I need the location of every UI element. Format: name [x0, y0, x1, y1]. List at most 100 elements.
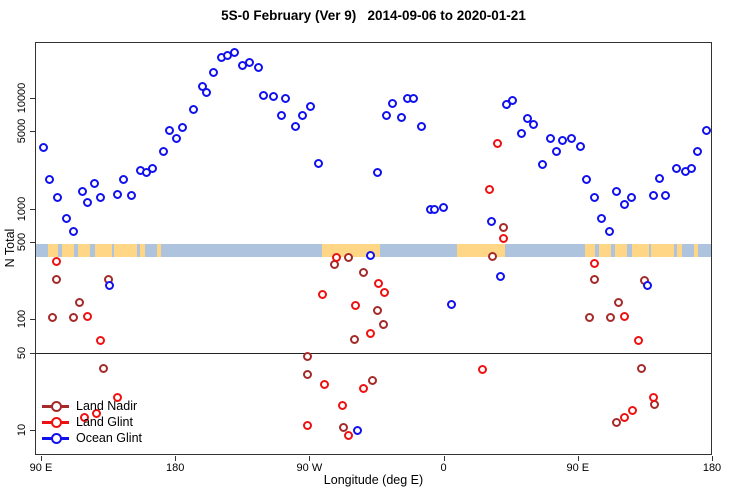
map-strip-land — [457, 244, 506, 257]
data-point-ocean-glint — [158, 146, 168, 156]
data-point-land-glint — [380, 288, 390, 298]
data-point-ocean-glint — [551, 147, 561, 157]
data-point-ocean-glint — [306, 102, 316, 112]
data-point-land-nadir — [498, 223, 508, 233]
data-point-ocean-glint — [417, 121, 427, 131]
x-tick — [309, 456, 311, 461]
data-point-land-nadir — [488, 251, 498, 261]
y-tick-label: 10 — [16, 423, 28, 437]
data-point-ocean-glint — [52, 193, 62, 203]
data-point-ocean-glint — [291, 121, 301, 131]
data-point-ocean-glint — [61, 213, 71, 223]
map-strip-land — [631, 244, 649, 257]
legend-dot — [51, 400, 62, 412]
x-axis-label: Longitude (deg E) — [323, 473, 424, 487]
data-point-land-glint — [374, 279, 384, 289]
data-point-ocean-glint — [298, 111, 308, 121]
data-point-ocean-glint — [545, 133, 555, 143]
data-point-ocean-glint — [439, 202, 449, 212]
data-point-ocean-glint — [45, 174, 55, 184]
y-tick-label: 50 — [16, 346, 28, 359]
data-point-ocean-glint — [281, 93, 291, 103]
y-tick-label: 5000 — [16, 118, 28, 144]
legend-item-land-nadir: Land Nadir — [42, 398, 142, 414]
data-point-ocean-glint — [39, 142, 49, 152]
map-strip-land — [94, 244, 112, 257]
data-point-land-nadir — [636, 363, 646, 373]
map-strip-land — [48, 244, 58, 257]
data-point-land-glint — [82, 312, 92, 322]
data-point-ocean-glint — [495, 271, 505, 281]
map-strip-land — [114, 244, 138, 257]
data-point-land-nadir — [613, 297, 623, 307]
data-point-ocean-glint — [612, 186, 622, 196]
map-strip-land — [614, 244, 627, 257]
x-tick — [712, 456, 713, 461]
y-tick-label: 100 — [16, 310, 28, 329]
data-point-ocean-glint — [254, 62, 264, 72]
data-point-land-nadir — [99, 363, 109, 373]
data-point-ocean-glint — [447, 300, 457, 310]
data-point-ocean-glint — [164, 125, 174, 135]
data-point-land-glint — [485, 184, 495, 194]
data-point-land-nadir — [612, 418, 622, 428]
map-strip-land — [650, 244, 674, 257]
x-tick-label: 90 E — [566, 462, 590, 474]
data-point-ocean-glint — [507, 96, 517, 106]
map-strip-land — [598, 244, 611, 257]
data-point-land-nadir — [48, 313, 58, 323]
y-tick-label: 500 — [16, 232, 28, 252]
data-point-land-nadir — [52, 274, 62, 284]
map-strip-land — [61, 244, 74, 257]
data-point-land-nadir — [344, 252, 354, 262]
data-point-ocean-glint — [597, 213, 607, 223]
data-point-ocean-glint — [642, 281, 652, 291]
data-point-land-glint — [628, 406, 638, 415]
data-point-land-glint — [80, 412, 90, 422]
data-point-ocean-glint — [567, 133, 577, 143]
data-point-land-nadir — [350, 334, 360, 344]
data-point-ocean-glint — [557, 136, 567, 146]
chart-title: 5S-0 February (Ver 9) 2014-09-06 to 2020… — [221, 8, 526, 23]
data-point-ocean-glint — [655, 173, 665, 183]
data-point-ocean-glint — [693, 146, 703, 156]
data-point-land-glint — [303, 420, 313, 430]
data-point-land-glint — [477, 365, 487, 375]
y-tick — [30, 352, 35, 354]
data-point-land-glint — [619, 412, 629, 422]
data-point-ocean-glint — [575, 141, 585, 151]
data-point-land-glint — [620, 311, 630, 321]
data-point-land-glint — [358, 384, 368, 394]
map-strip-land — [693, 244, 698, 257]
x-tick — [443, 456, 445, 461]
data-point-land-nadir — [373, 305, 383, 315]
data-point-ocean-glint — [209, 68, 219, 78]
data-point-ocean-glint — [582, 174, 592, 184]
data-point-ocean-glint — [486, 217, 496, 227]
data-point-land-nadir — [303, 369, 313, 379]
y-tick-label: 10000 — [16, 82, 28, 114]
legend-dot — [51, 416, 62, 428]
data-point-land-glint — [351, 301, 361, 311]
legend-item-ocean-glint: Ocean Glint — [42, 430, 142, 446]
data-point-ocean-glint — [202, 87, 211, 97]
data-point-ocean-glint — [589, 192, 599, 202]
map-strip-land — [584, 244, 595, 257]
data-point-land-glint — [317, 290, 327, 300]
x-tick — [175, 456, 177, 461]
map-strip-ocean — [36, 244, 711, 257]
y-tick — [30, 319, 35, 321]
data-point-land-glint — [337, 401, 347, 411]
data-point-ocean-glint — [528, 119, 538, 129]
data-point-land-nadir — [339, 422, 349, 432]
data-point-ocean-glint — [313, 158, 323, 168]
data-point-ocean-glint — [269, 92, 279, 102]
data-point-ocean-glint — [230, 48, 240, 58]
x-tick-label: 0 — [440, 462, 447, 474]
data-point-land-nadir — [302, 352, 312, 362]
data-point-ocean-glint — [522, 114, 532, 124]
data-point-land-nadir — [368, 375, 378, 385]
data-point-land-nadir — [359, 268, 369, 278]
data-point-ocean-glint — [69, 227, 79, 237]
